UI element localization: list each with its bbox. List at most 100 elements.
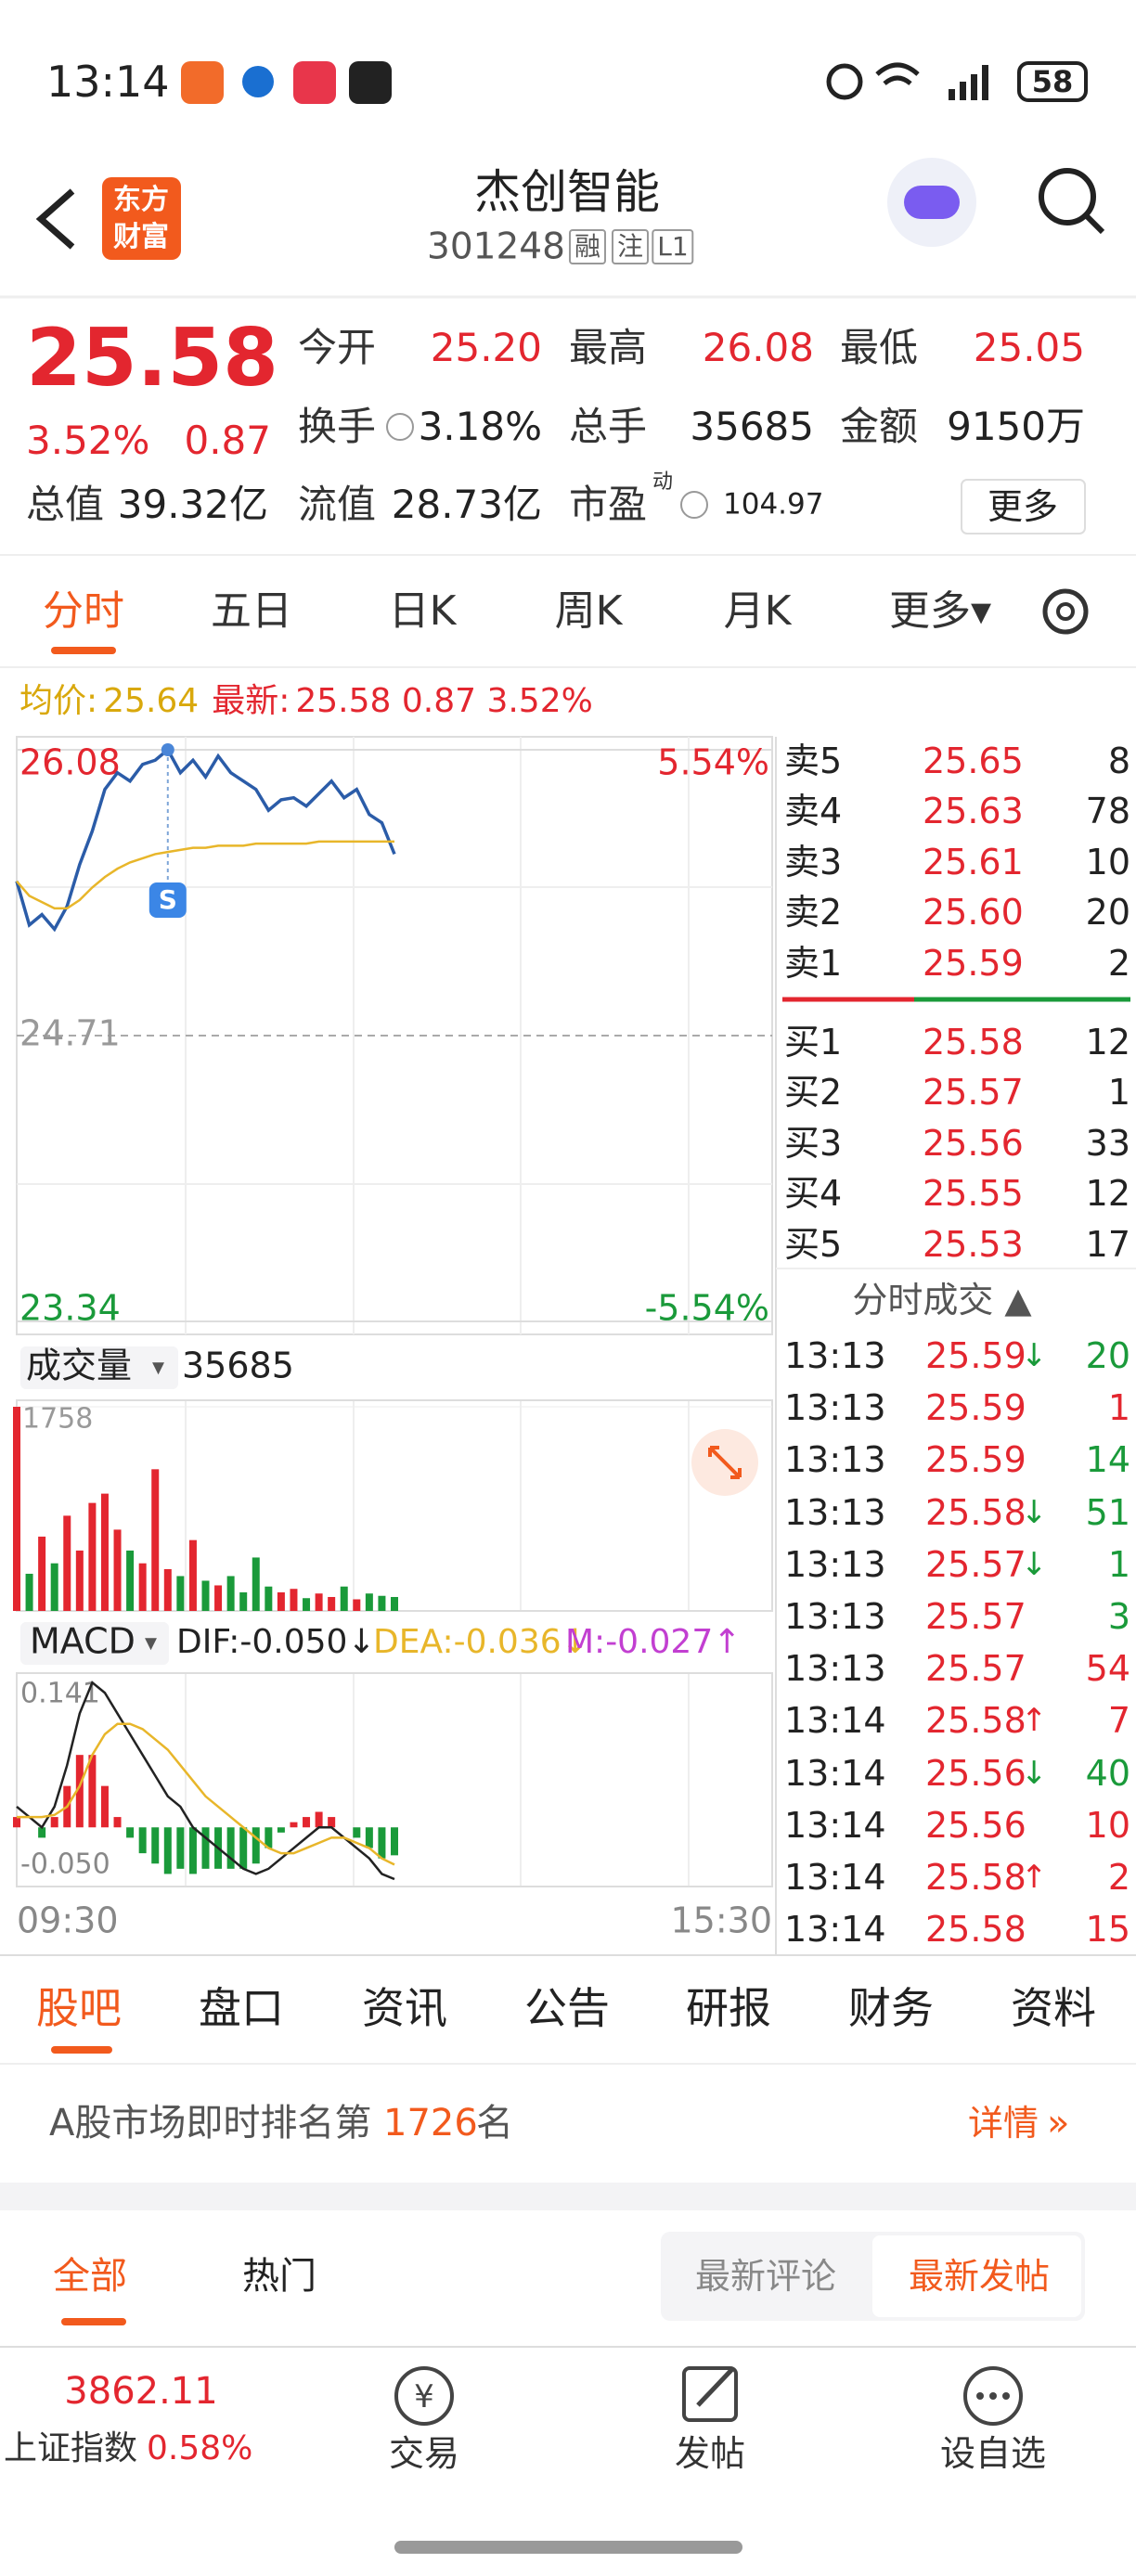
- feed-tab[interactable]: 全部: [53, 2255, 127, 2298]
- chart-tab[interactable]: 日K: [388, 587, 457, 635]
- macd-line: [16, 1681, 395, 1881]
- trade-time: 13:13: [784, 1439, 886, 1481]
- badge: 融: [568, 229, 607, 264]
- book-qty: 78: [1085, 791, 1130, 832]
- trade-arrow: ↓: [1021, 1337, 1048, 1374]
- trade-arrow: ↑: [1021, 1702, 1048, 1740]
- index-change: 0.58%: [147, 2429, 253, 2467]
- trade-time: 13:13: [784, 1596, 886, 1637]
- index-value[interactable]: 3862.11: [64, 2370, 218, 2413]
- info-latest: 25.58 0.87 3.52%: [295, 682, 593, 720]
- book-price: 25.61: [923, 841, 1024, 882]
- section-tab[interactable]: 股吧: [36, 1983, 122, 2033]
- trade-price: 25.57: [925, 1596, 1026, 1637]
- volume-bar: [353, 1599, 361, 1611]
- volume-bar: [315, 1593, 323, 1611]
- field-label: 总手: [569, 404, 648, 449]
- chart-tab[interactable]: 月K: [723, 587, 792, 635]
- trade-arrow: ↓: [1021, 1545, 1048, 1583]
- macd-bar: [13, 1817, 20, 1828]
- field-value: 9150万: [947, 404, 1085, 449]
- volume-bar: [126, 1550, 135, 1611]
- volume-bar: [138, 1563, 147, 1611]
- volume-bar: [303, 1598, 311, 1611]
- trade-time: 13:14: [784, 1700, 886, 1742]
- volume-bar: [239, 1591, 248, 1611]
- rank-link[interactable]: 详情: [968, 2103, 1039, 2144]
- field-sup: 动: [652, 470, 674, 494]
- book-qty: 10: [1085, 841, 1130, 882]
- trade-qty: 51: [1085, 1491, 1130, 1533]
- trade-time: 13:13: [784, 1491, 886, 1533]
- sort-option[interactable]: 最新发帖: [908, 2256, 1051, 2297]
- volume-bar: [188, 1539, 197, 1611]
- bottom-action[interactable]: 设自选: [939, 2433, 1047, 2474]
- macd-bar: [252, 1827, 260, 1864]
- bottom-action[interactable]: 交易: [388, 2433, 460, 2474]
- volume-bar: [391, 1596, 398, 1611]
- field-label: 今开: [298, 325, 377, 370]
- trade-time: 13:13: [784, 1335, 886, 1376]
- sort-option[interactable]: 最新评论: [694, 2256, 837, 2297]
- book-qty: 8: [1107, 741, 1130, 781]
- section-tab[interactable]: 公告: [524, 1983, 610, 2033]
- volume-bar: [151, 1469, 160, 1611]
- macd-bar: [226, 1827, 235, 1869]
- book-qty: 12: [1085, 1022, 1130, 1063]
- section-tab[interactable]: 盘口: [199, 1983, 284, 2033]
- book-label: 买4: [784, 1173, 843, 1215]
- volume-bar: [100, 1493, 109, 1611]
- section-tab[interactable]: 研报: [686, 1983, 771, 2033]
- rank-value: 1726: [383, 2102, 478, 2145]
- section-tab[interactable]: 资讯: [362, 1983, 447, 2033]
- price-line: [16, 840, 394, 910]
- info-latest-label: 最新:: [212, 682, 290, 720]
- volume-bar: [252, 1557, 260, 1611]
- macd-bar: [277, 1827, 285, 1833]
- book-price: 25.53: [923, 1223, 1024, 1265]
- last-price: 25.58: [26, 312, 279, 405]
- macd-bar: [113, 1817, 122, 1828]
- trade-time: 13:13: [784, 1648, 886, 1690]
- marker-box: [148, 882, 187, 918]
- trade-arrow: ↑: [1021, 1859, 1048, 1896]
- panel-selector: ▾: [145, 1629, 157, 1657]
- volume-bar: [365, 1593, 373, 1611]
- book-price: 25.65: [923, 741, 1024, 781]
- book-price: 25.60: [923, 892, 1024, 934]
- indicator-label: DEA:-0.036↓: [373, 1623, 589, 1661]
- volume-bar: [63, 1515, 71, 1611]
- book-qty: 20: [1085, 892, 1130, 934]
- field-label: 流值: [298, 482, 377, 527]
- field-value: 28.73亿: [391, 482, 542, 527]
- info-avg-label: 均价:: [19, 682, 98, 720]
- section-tab[interactable]: 财务: [848, 1983, 934, 2033]
- bottom-action[interactable]: 发帖: [674, 2433, 746, 2474]
- chart-tab[interactable]: 五日: [211, 587, 292, 635]
- trade-qty: 1: [1107, 1543, 1130, 1585]
- more-button[interactable]: 更多: [987, 486, 1059, 527]
- logo-text: 财富: [113, 221, 169, 253]
- book-price: 25.55: [923, 1173, 1024, 1215]
- chart-tab[interactable]: 更多▾: [888, 587, 992, 635]
- trade-qty: 15: [1085, 1909, 1130, 1951]
- book-label: 卖5: [784, 741, 843, 781]
- book-qty: 12: [1085, 1173, 1130, 1215]
- panel-title: MACD: [30, 1621, 136, 1662]
- macd-bar: [151, 1827, 160, 1864]
- trade-price: 25.56: [925, 1752, 1026, 1794]
- stock-title: 杰创智能: [474, 165, 660, 219]
- section-tab[interactable]: 资料: [1011, 1983, 1096, 2033]
- chart-tab[interactable]: 周K: [554, 587, 623, 635]
- macd-bar: [239, 1827, 248, 1869]
- stock-code: 301248: [427, 225, 565, 268]
- book-qty: 1: [1107, 1072, 1130, 1114]
- chart-tab[interactable]: 分时: [43, 587, 124, 635]
- marker-dot: [161, 743, 174, 756]
- feed-tab[interactable]: 热门: [242, 2255, 316, 2298]
- field-label: 最高: [569, 325, 648, 370]
- macd-bar: [75, 1755, 84, 1828]
- field-value: 26.08: [702, 325, 814, 370]
